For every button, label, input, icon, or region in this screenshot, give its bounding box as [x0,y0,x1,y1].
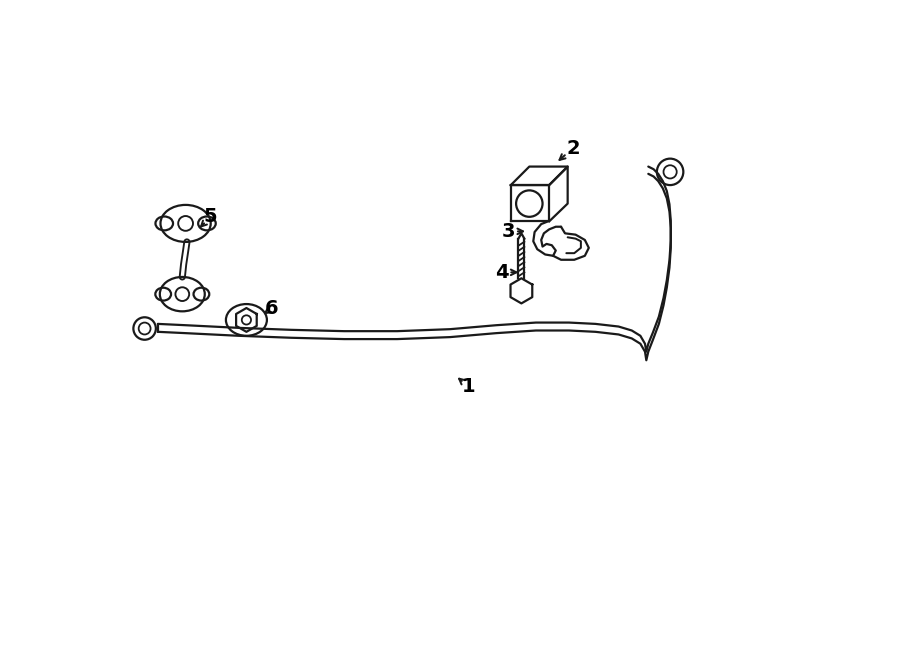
Text: 6: 6 [265,299,278,318]
Text: 4: 4 [495,263,508,282]
Text: 2: 2 [566,139,580,157]
Text: 5: 5 [204,208,218,226]
Text: 3: 3 [501,222,515,241]
Text: 1: 1 [462,377,475,396]
